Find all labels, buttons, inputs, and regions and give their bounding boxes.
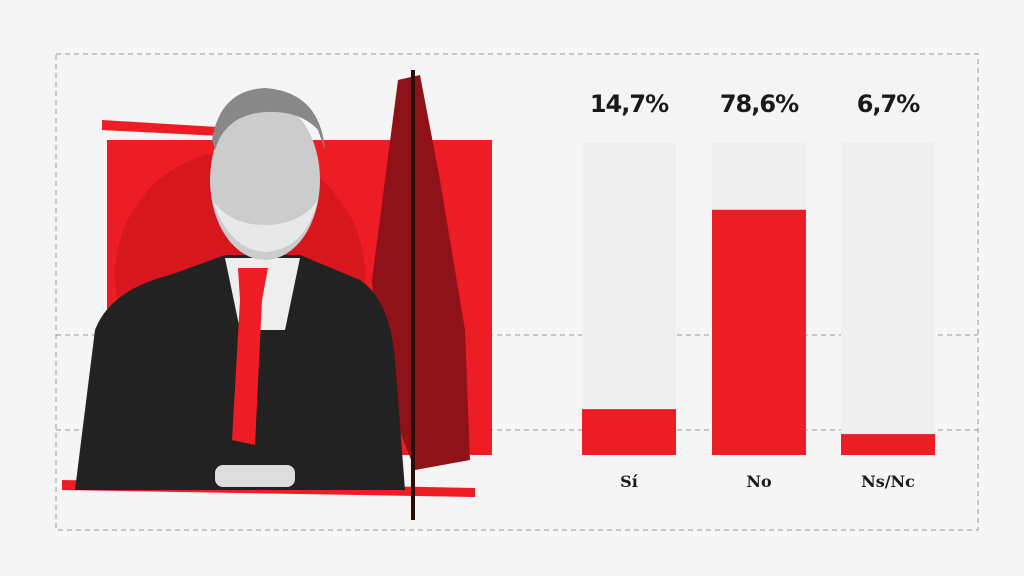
hands xyxy=(215,465,295,487)
bar-track xyxy=(582,143,676,455)
x-tick-label: Ns/Nc xyxy=(861,472,915,491)
bar xyxy=(582,409,676,455)
x-tick-label: No xyxy=(746,472,772,491)
value-label: 6,7% xyxy=(857,90,921,118)
hair xyxy=(212,88,325,150)
bar-track xyxy=(841,143,935,455)
frame xyxy=(55,53,979,531)
flag xyxy=(372,75,470,470)
bar xyxy=(841,434,935,455)
bar xyxy=(712,209,806,455)
value-label: 14,7% xyxy=(590,90,669,118)
head xyxy=(210,100,320,260)
beard xyxy=(212,200,318,252)
value-label: 78,6% xyxy=(720,90,799,118)
x-tick-label: Sí xyxy=(620,472,638,491)
photo-collage xyxy=(62,70,492,520)
tie xyxy=(232,268,268,445)
